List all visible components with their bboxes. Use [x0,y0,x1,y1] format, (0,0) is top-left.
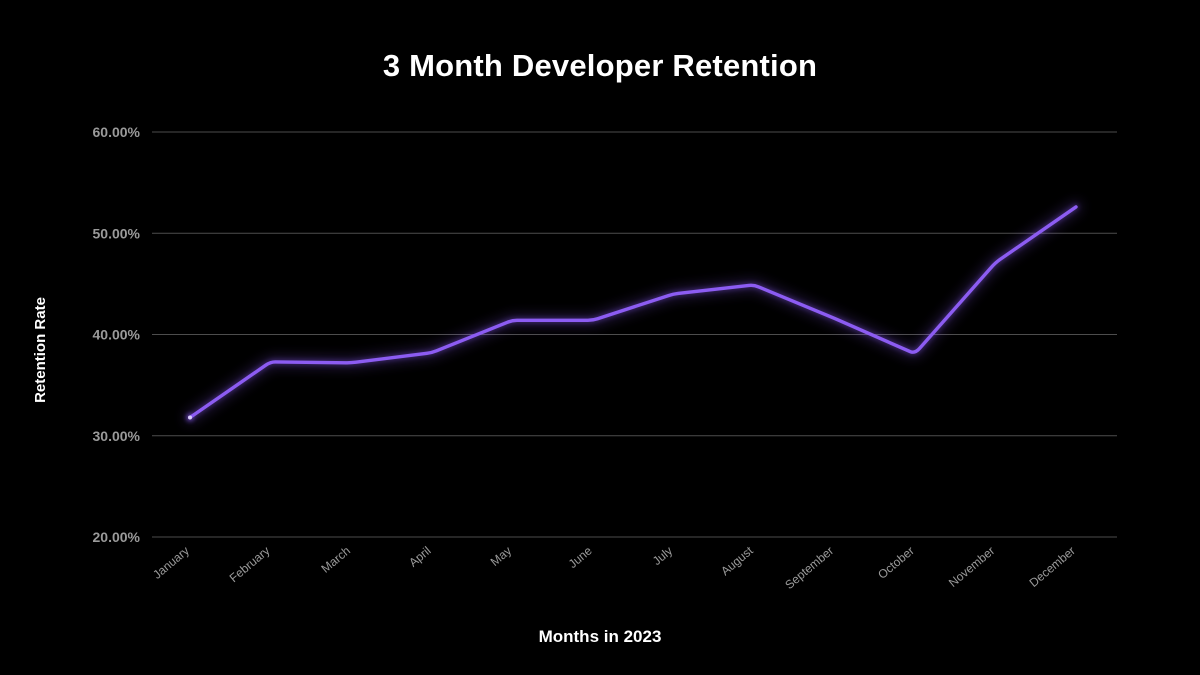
svg-text:February: February [227,544,273,586]
svg-text:July: July [650,544,675,568]
svg-text:January: January [150,544,192,582]
svg-text:20.00%: 20.00% [93,529,141,545]
svg-text:May: May [488,544,514,569]
svg-text:November: November [946,544,997,590]
svg-text:October: October [875,544,917,582]
svg-text:December: December [1027,544,1078,590]
svg-text:September: September [782,544,836,592]
svg-text:April: April [406,544,433,570]
svg-text:30.00%: 30.00% [93,428,141,444]
svg-text:June: June [566,543,595,571]
svg-text:40.00%: 40.00% [93,327,141,343]
svg-text:March: March [318,544,353,576]
svg-text:50.00%: 50.00% [93,225,141,241]
svg-text:60.00%: 60.00% [93,124,141,140]
svg-text:August: August [718,543,756,578]
